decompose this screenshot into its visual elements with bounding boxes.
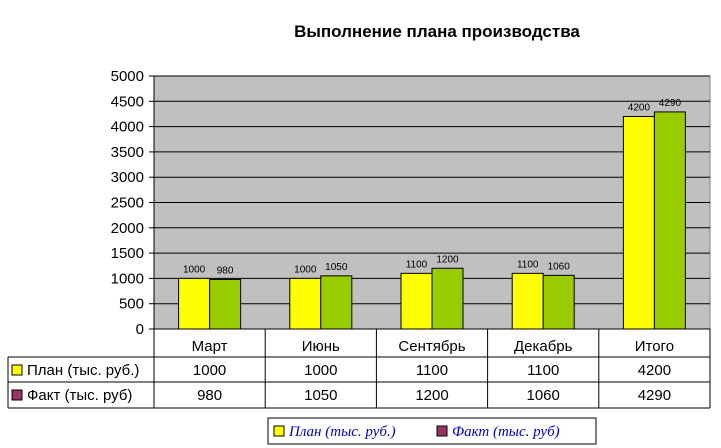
bar [431, 267, 464, 330]
bar [320, 275, 353, 330]
data-label: 4290 [659, 98, 682, 109]
table-legend-key [11, 389, 23, 401]
data-label: 1050 [325, 262, 348, 273]
x-tick-label: Итого [635, 338, 674, 355]
y-tick-label: 2000 [111, 220, 144, 237]
data-label: 980 [217, 265, 234, 276]
bar [209, 278, 242, 330]
y-tick-label: 4000 [111, 119, 144, 136]
table-cell: 4290 [638, 387, 671, 404]
bar [178, 277, 211, 330]
data-label: 1200 [436, 254, 459, 265]
x-tick-label: Июнь [302, 338, 340, 355]
table-cell: 1100 [527, 362, 559, 379]
data-label: 1100 [406, 259, 428, 270]
x-tick-label: Сентябрь [398, 338, 465, 355]
table-series-name: План (тыс. руб.) [27, 362, 139, 379]
legend-entry: Факт (тыс. руб) [452, 424, 560, 440]
table-cell: 1000 [304, 362, 337, 379]
legend-key [273, 425, 285, 437]
y-tick-label: 0 [136, 321, 144, 338]
table-series-name: Факт (тыс. руб) [27, 387, 132, 404]
bar [511, 272, 544, 330]
y-tick-label: 2500 [111, 195, 144, 212]
legend-entry: План (тыс. руб.) [288, 424, 396, 440]
y-tick-label: 1500 [111, 245, 144, 262]
bars [178, 111, 686, 330]
y-tick-label: 5000 [111, 68, 144, 85]
legend-box [267, 417, 597, 445]
table-cell: 1200 [415, 387, 448, 404]
y-tick-label: 1000 [111, 270, 144, 287]
x-tick-label: Декабрь [514, 338, 573, 355]
data-label: 1000 [294, 264, 317, 275]
legend-key [436, 425, 448, 437]
data-table: Март Июнь Сентябрь Декабрь Итого План (тыс. р… [7, 329, 711, 409]
chart-title: Выполнение плана производства [294, 22, 580, 41]
bar [289, 277, 322, 330]
y-tick-label: 4500 [111, 93, 144, 110]
data-label: 1100 [517, 259, 539, 270]
x-tick-label: Март [192, 338, 228, 355]
table-cell: 1050 [304, 387, 337, 404]
y-tick-label: 3500 [111, 144, 144, 161]
data-label: 1000 [183, 264, 206, 275]
data-label: 1060 [548, 261, 571, 272]
y-tick-label: 3000 [111, 169, 144, 186]
bar [653, 111, 686, 330]
table-cell: 1000 [193, 362, 226, 379]
table-legend-key [11, 364, 23, 376]
y-axis: 0 500 1000 1500 2000 2500 3000 3500 4000 4500 5000 [111, 68, 710, 338]
bar [622, 115, 655, 330]
data-label: 4200 [628, 102, 651, 113]
table-cell: 1100 [416, 362, 448, 379]
gridlines [154, 75, 710, 305]
legend: План (тыс. руб.) Факт (тыс. руб) [267, 417, 597, 445]
table-cell: 1060 [527, 387, 560, 404]
table-cell: 980 [197, 387, 222, 404]
y-tick-label: 500 [119, 296, 144, 313]
bar [400, 272, 433, 330]
table-cell: 4200 [638, 362, 671, 379]
bar [542, 274, 575, 330]
data-labels: 1000 980 1000 1050 1100 1200 1100 1060 4200 4290 [183, 98, 681, 276]
